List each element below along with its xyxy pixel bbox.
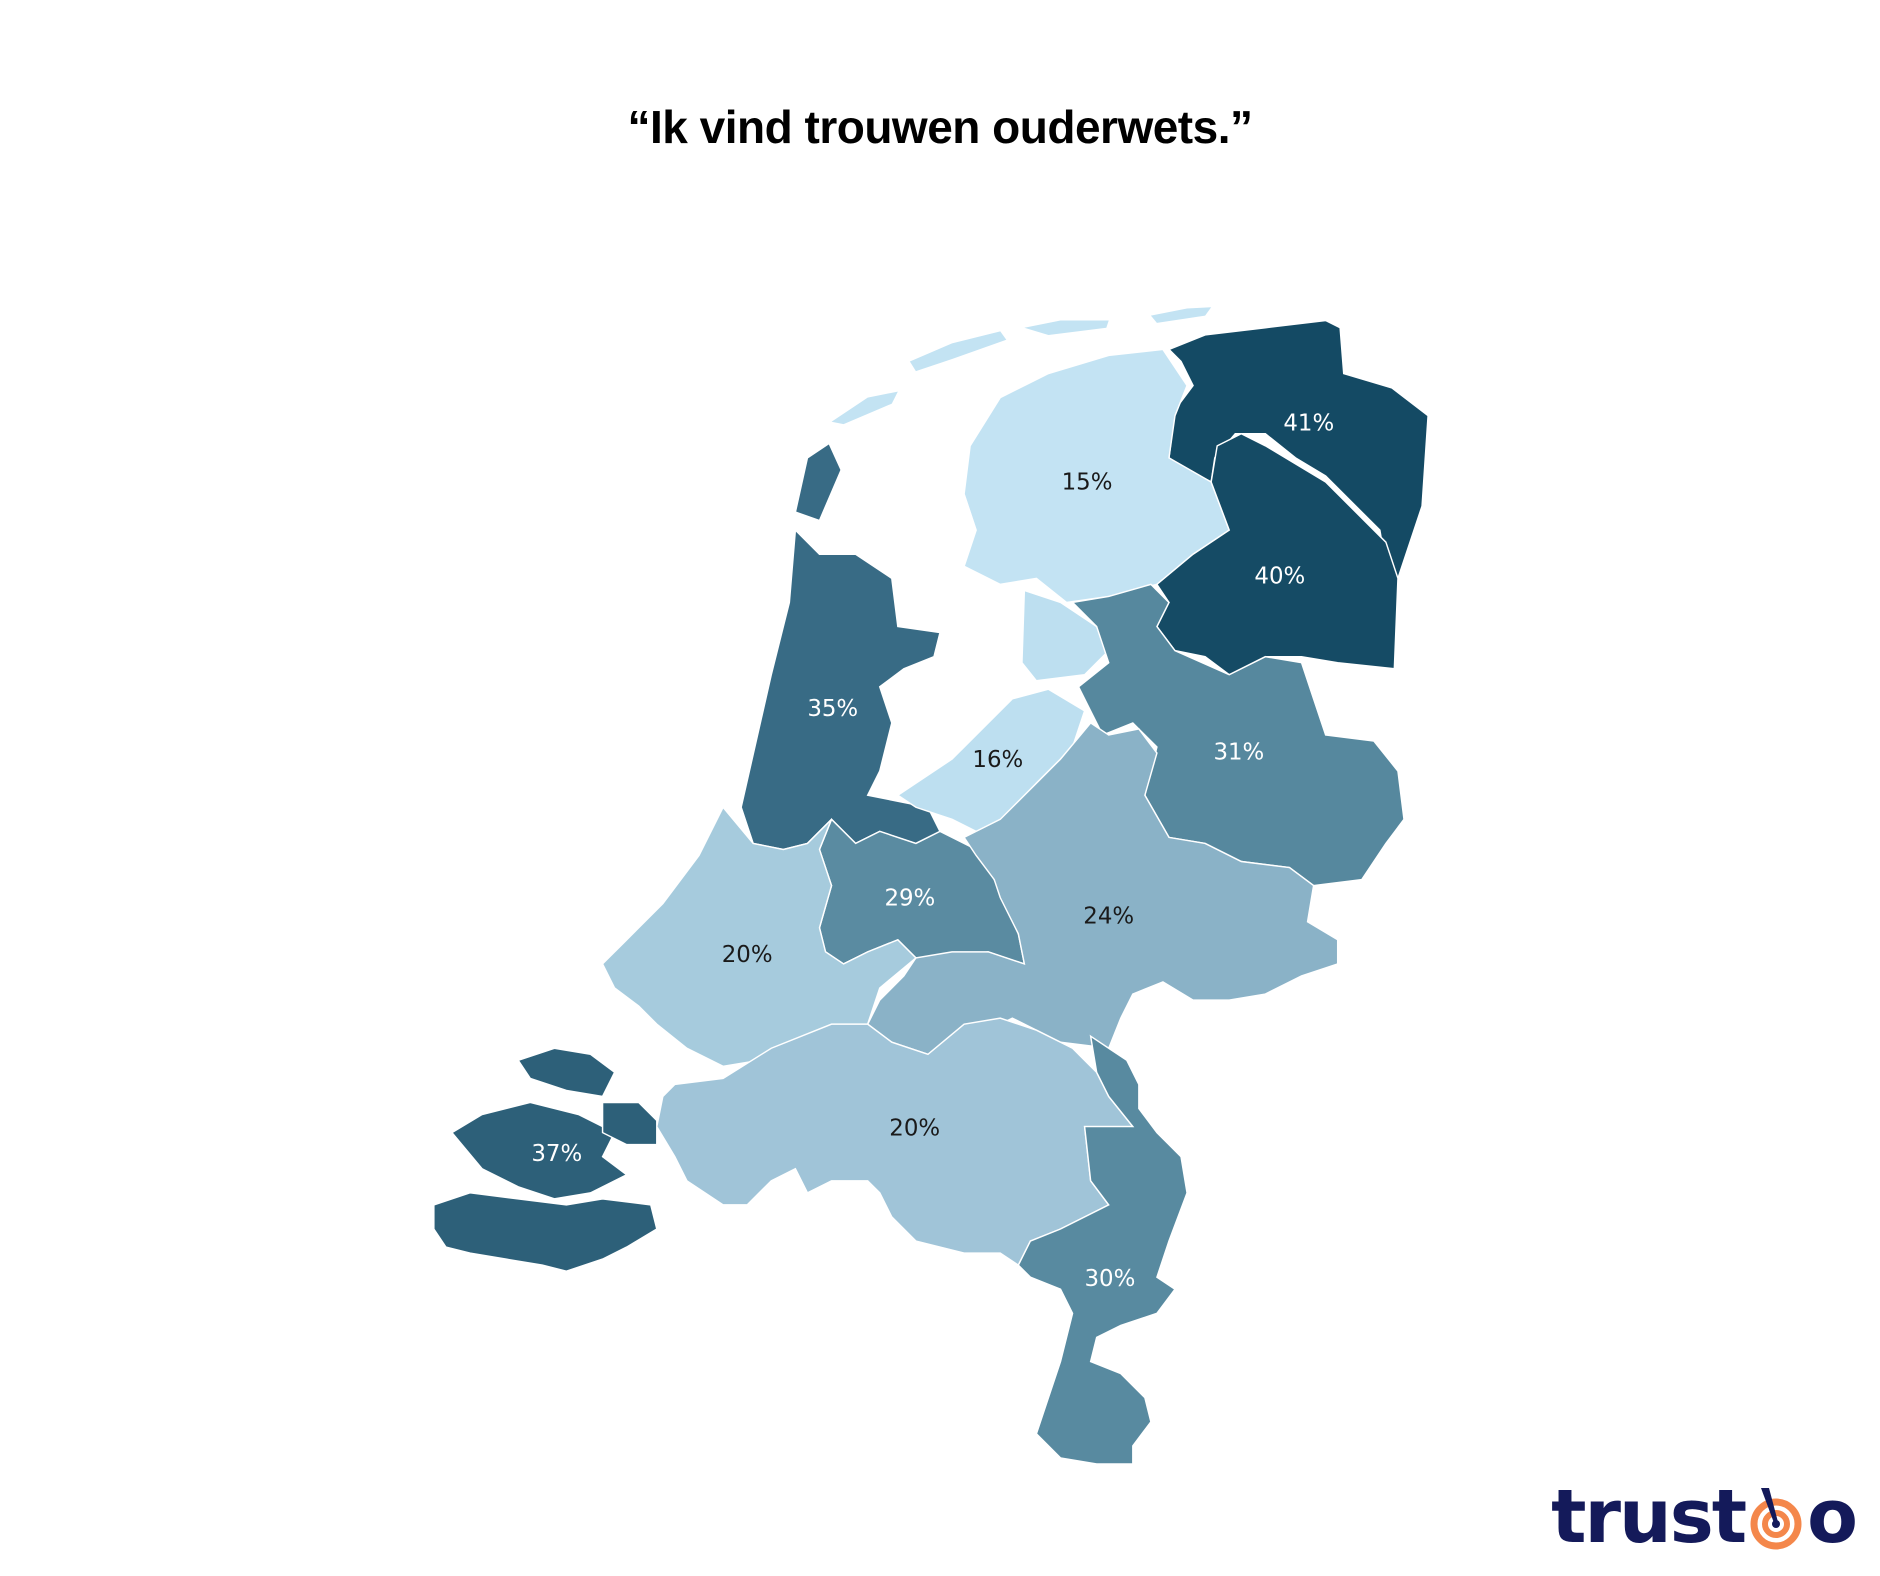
target-icon [1750,1488,1802,1550]
province-zeeland [450,1101,629,1200]
value-label-groningen: 41% [1283,411,1334,437]
value-label-zeeland: 37% [531,1141,582,1167]
island-schiermonnikoog [1150,307,1212,323]
value-label-flevoland: 16% [972,747,1023,773]
province-drenthe [1155,432,1399,676]
value-label-utrecht: 29% [884,885,935,911]
chart-title: “Ik vind trouwen ouderwets.” [627,101,1253,153]
value-label-limburg: 30% [1084,1266,1135,1292]
logo-text-left: trust [1551,1474,1747,1560]
island-ameland [1024,320,1109,335]
island-terschelling [909,331,1007,372]
province-zeeland [517,1047,616,1098]
value-label-noord-holland: 35% [807,696,858,722]
value-label-friesland: 15% [1062,470,1113,496]
value-label-gelderland: 24% [1083,903,1134,929]
value-label-drenthe: 40% [1254,564,1305,590]
value-label-overijssel: 31% [1213,740,1264,766]
province-zeeland [433,1192,658,1272]
province-zeeland [601,1101,658,1146]
logo-text-right: o [1807,1474,1858,1560]
value-label-zuid-holland: 20% [722,942,773,968]
province-noord-holland [794,442,842,522]
province-limburg [1017,1034,1188,1465]
wadden-islands [831,307,1212,425]
province-zuid-holland [601,805,917,1068]
value-label-noord-brabant: 20% [889,1115,940,1141]
island-vlieland [831,391,898,425]
trustoo-logo: trust o [1551,1474,1858,1560]
province-flevoland [1021,589,1110,682]
